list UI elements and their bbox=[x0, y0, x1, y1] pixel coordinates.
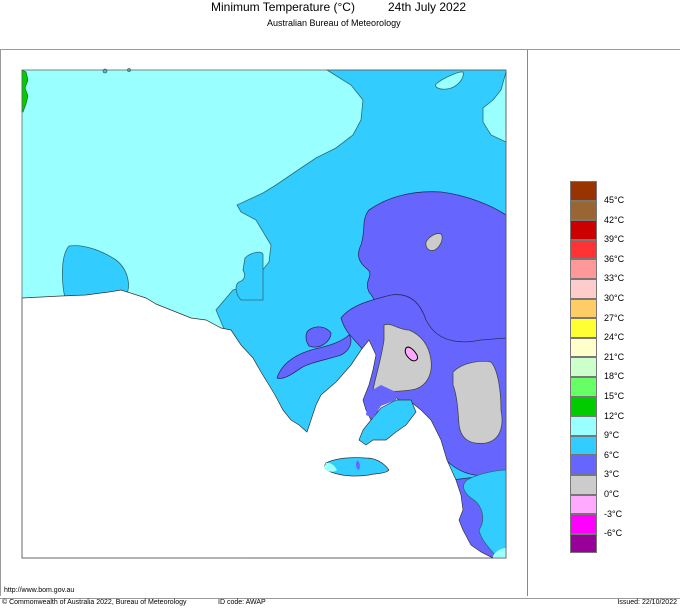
legend-swatch bbox=[570, 337, 597, 358]
legend-label: 15°C bbox=[604, 391, 625, 401]
map-subtitle: Australian Bureau of Meteorology bbox=[267, 18, 401, 28]
legend-swatch bbox=[570, 514, 597, 534]
legend-swatch bbox=[570, 377, 597, 397]
legend-swatch bbox=[570, 416, 597, 436]
copyright-text: © Commonwealth of Australia 2022, Bureau… bbox=[2, 599, 187, 606]
legend-swatch bbox=[570, 298, 597, 319]
legend-label: 24°C bbox=[604, 332, 625, 343]
legend-swatch bbox=[570, 220, 597, 240]
legend-swatch bbox=[570, 200, 597, 221]
issued-date-text: Issued: 22/10/2022 bbox=[617, 599, 677, 606]
legend-label: 18°C bbox=[604, 371, 625, 382]
legend-label: 9°C bbox=[604, 430, 620, 441]
legend-label: 30°C bbox=[604, 293, 625, 303]
header: Minimum Temperature (°C) 24th July 2022 … bbox=[0, 0, 680, 28]
legend-swatch bbox=[570, 181, 597, 201]
legend-label: 3°C bbox=[604, 469, 620, 480]
outer-frame bbox=[0, 49, 680, 599]
legend-swatch bbox=[570, 279, 597, 299]
legend-swatch bbox=[570, 494, 597, 515]
legend-label: 33°C bbox=[604, 273, 625, 284]
legend-swatch bbox=[570, 396, 597, 417]
legend-label: 39°C bbox=[604, 234, 625, 245]
legend-label: -6°C bbox=[604, 528, 623, 539]
legend-swatch bbox=[570, 318, 597, 338]
legend-swatch bbox=[570, 435, 597, 456]
legend-label: -3°C bbox=[604, 508, 623, 519]
id-code-text: ID code: AWAP bbox=[218, 599, 266, 606]
legend-swatch bbox=[570, 357, 597, 377]
legend-swatch bbox=[570, 533, 597, 554]
legend-label: 21°C bbox=[604, 351, 625, 362]
legend-label: 6°C bbox=[604, 449, 620, 460]
legend-swatch bbox=[570, 259, 597, 279]
legend-label: 42°C bbox=[604, 214, 625, 225]
source-url-link[interactable]: http://www.bom.gov.au bbox=[4, 587, 75, 594]
map-panel bbox=[0, 50, 528, 596]
legend-label: 0°C bbox=[604, 489, 620, 499]
legend-swatch bbox=[570, 475, 597, 495]
legend-label: 45°C bbox=[604, 195, 625, 205]
legend-swatch bbox=[570, 455, 597, 475]
map-date: 24th July 2022 bbox=[388, 0, 467, 14]
legend-swatch bbox=[570, 239, 597, 260]
legend-label: 27°C bbox=[604, 312, 625, 323]
legend-label: 36°C bbox=[604, 253, 625, 264]
temperature-map bbox=[21, 68, 507, 559]
legend-label: 12°C bbox=[604, 410, 625, 421]
map-title: Minimum Temperature (°C) bbox=[211, 0, 355, 14]
